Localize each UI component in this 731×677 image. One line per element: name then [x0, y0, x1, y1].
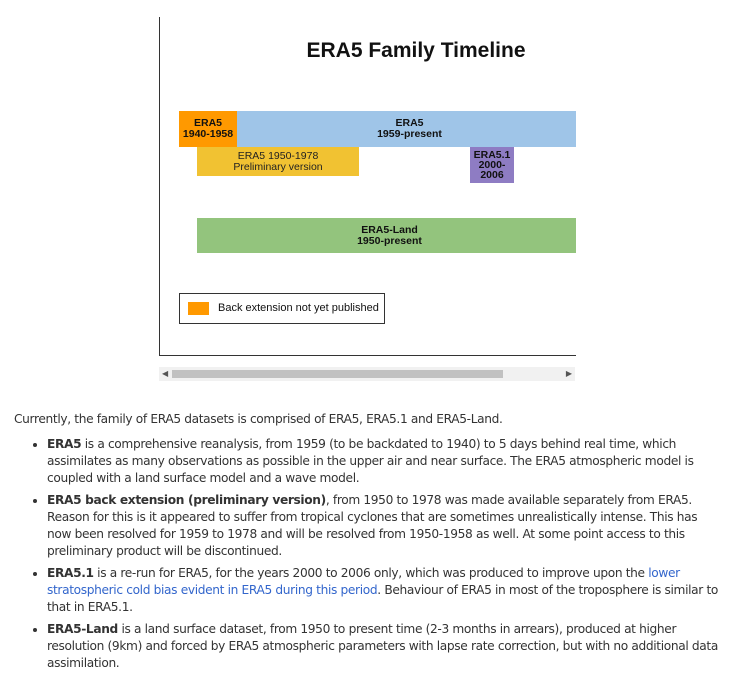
bar-label: 2000- — [478, 159, 506, 171]
scroll-left-icon[interactable]: ◀ — [162, 369, 169, 378]
legend-label: Back extension not yet published — [218, 302, 379, 314]
bar-label: ERA5 — [395, 117, 424, 129]
item-text: , from 1950 to 1978 was made available s… — [47, 492, 698, 558]
bar-era5-1959-present: ERA5 1959-present — [237, 111, 576, 147]
dataset-list: ERA5 is a comprehensive reanalysis, from… — [14, 436, 724, 672]
bar-era5-preliminary: ERA5 1950-1978 Preliminary version — [197, 147, 359, 176]
scrollbar-thumb[interactable] — [172, 370, 503, 378]
item-title: ERA5.1 — [47, 565, 94, 580]
bar-label: ERA5.1 — [473, 149, 511, 161]
description: Currently, the family of ERA5 datasets i… — [14, 411, 724, 677]
list-item-era5-land: ERA5-Land is a land surface dataset, fro… — [47, 621, 724, 672]
bar-label: 1959-present — [377, 128, 442, 140]
item-title: ERA5 — [47, 436, 82, 451]
legend: Back extension not yet published — [179, 293, 385, 324]
list-item-back-extension: ERA5 back extension (preliminary version… — [47, 492, 724, 560]
bar-label: 1950-present — [357, 234, 422, 247]
item-text: is a comprehensive reanalysis, from 1959… — [47, 436, 694, 485]
bar-label: ERA5 1950-1978 — [237, 149, 319, 162]
item-text: is a re-run for ERA5, for the years 2000… — [93, 565, 649, 580]
figure-title: ERA5 Family Timeline — [306, 39, 526, 62]
bar-label: ERA5-Land — [361, 223, 418, 236]
cold-bias-link[interactable]: lower stratospheric cold bias evident in… — [47, 565, 680, 597]
bar-label: ERA5 — [193, 117, 222, 129]
list-item-era5: ERA5 is a comprehensive reanalysis, from… — [47, 436, 724, 487]
item-title: ERA5-Land — [47, 621, 118, 636]
item-text: is a land surface dataset, from 1950 to … — [47, 621, 718, 670]
bar-label: 1940-1958 — [182, 128, 234, 140]
list-item-era5-1: ERA5.1 is a re-run for ERA5, for the yea… — [47, 565, 724, 616]
bar-label: 2006 — [480, 169, 504, 181]
bar-era5-land: ERA5-Land 1950-present — [197, 218, 576, 253]
bar-era5-1: ERA5.1 2000- 2006 — [470, 147, 514, 183]
legend-swatch — [188, 302, 209, 315]
scroll-right-icon[interactable]: ▶ — [565, 369, 572, 378]
horizontal-scrollbar[interactable]: ◀ ▶ — [159, 367, 575, 381]
bar-label: Preliminary version — [233, 160, 323, 173]
intro-paragraph: Currently, the family of ERA5 datasets i… — [14, 412, 503, 426]
bar-era5-1940-1958: ERA5 1940-1958 — [179, 111, 237, 147]
era5-timeline-figure: ERA5 Family Timeline ERA5 1940-1958 ERA5… — [159, 17, 576, 356]
item-title: ERA5 back extension (preliminary version… — [47, 492, 326, 507]
